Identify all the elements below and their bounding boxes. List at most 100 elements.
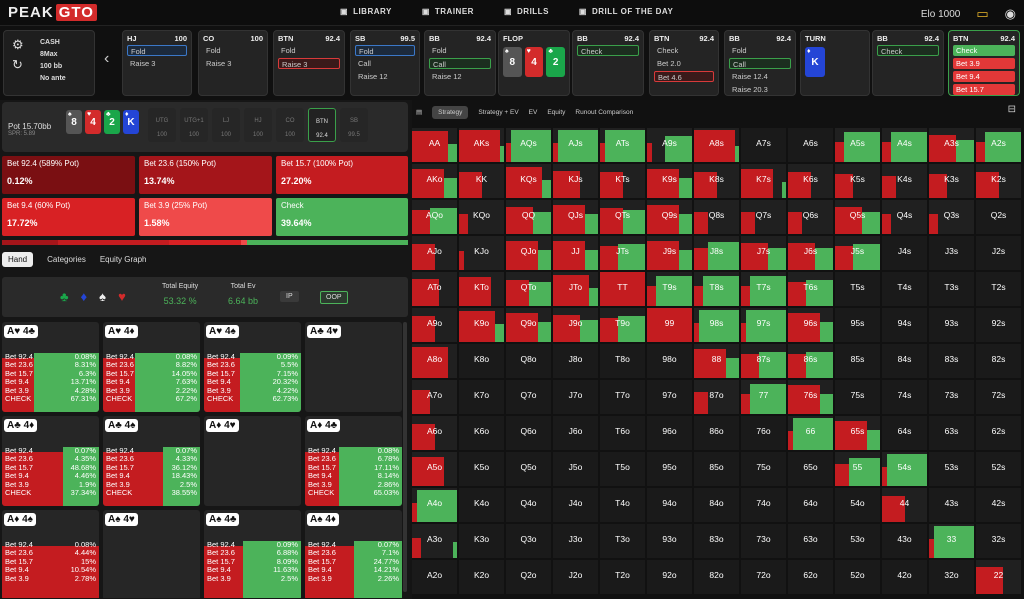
- suit-filter-icon[interactable]: ♥: [118, 289, 126, 304]
- action-cell-btn[interactable]: BTN 92.4 Check Bet 3.9 Bet 9.4 Bet 15.7: [948, 30, 1020, 96]
- action-option[interactable]: Check: [953, 45, 1015, 56]
- matrix-cell[interactable]: J2o: [553, 560, 598, 594]
- matrix-cell[interactable]: T4s: [882, 272, 927, 306]
- matrix-cell[interactable]: 93o: [647, 524, 692, 558]
- refresh-icon[interactable]: ↻: [12, 57, 23, 72]
- matrix-cell[interactable]: T6o: [600, 416, 645, 450]
- matrix-cell[interactable]: J8s: [694, 236, 739, 270]
- action-option[interactable]: Check: [877, 45, 939, 56]
- matrix-cell[interactable]: 75o: [741, 452, 786, 486]
- matrix-cell[interactable]: 82s: [976, 344, 1021, 378]
- hand-combo[interactable]: A♠ 4♥: [103, 510, 200, 598]
- matrix-cell[interactable]: 97s: [741, 308, 786, 342]
- matrix-cell[interactable]: Q5o: [506, 452, 551, 486]
- bet-option[interactable]: Bet 9.4 (60% Pot) 17.72%: [2, 198, 135, 236]
- matrix-cell[interactable]: AQo: [412, 200, 457, 234]
- matrix-cell[interactable]: 54s: [882, 452, 927, 486]
- matrix-cell[interactable]: 43o: [882, 524, 927, 558]
- suit-filter-icon[interactable]: ♠: [99, 289, 107, 304]
- matrix-cell[interactable]: Q6o: [506, 416, 551, 450]
- matrix-cell[interactable]: K2s: [976, 164, 1021, 198]
- seat-hj[interactable]: HJ 100: [244, 108, 272, 142]
- matrix-cell[interactable]: J9s: [647, 236, 692, 270]
- chat-icon[interactable]: ▭: [976, 6, 989, 21]
- bet-option[interactable]: Bet 92.4 (589% Pot) 0.12%: [2, 156, 135, 194]
- matrix-cell[interactable]: A9s: [647, 128, 692, 162]
- nav-item[interactable]: ▣ LIBRARY: [340, 7, 392, 16]
- matrix-cell[interactable]: 95o: [647, 452, 692, 486]
- matrix-cell[interactable]: K9o: [459, 308, 504, 342]
- matrix-cell[interactable]: T8o: [600, 344, 645, 378]
- action-option[interactable]: Fold: [732, 46, 747, 55]
- action-cell-sb[interactable]: SB 99.5 Fold Call Raise 12: [350, 30, 420, 96]
- matrix-cell[interactable]: K6s: [788, 164, 833, 198]
- matrix-cell[interactable]: 42s: [976, 488, 1021, 522]
- matrix-cell[interactable]: Q7o: [506, 380, 551, 414]
- matrix-cell[interactable]: 42o: [882, 560, 927, 594]
- matrix-cell[interactable]: 87o: [694, 380, 739, 414]
- matrix-cell[interactable]: K3s: [929, 164, 974, 198]
- seat-lj[interactable]: LJ 100: [212, 108, 240, 142]
- matrix-cell[interactable]: AKs: [459, 128, 504, 162]
- matrix-cell[interactable]: A2s: [976, 128, 1021, 162]
- matrix-cell[interactable]: 33: [929, 524, 974, 558]
- bet-option[interactable]: Bet 3.9 (25% Pot) 1.58%: [139, 198, 272, 236]
- matrix-cell[interactable]: A7o: [412, 380, 457, 414]
- matrix-cell[interactable]: J3o: [553, 524, 598, 558]
- matrix-cell[interactable]: A9o: [412, 308, 457, 342]
- tab-ev[interactable]: EV: [528, 108, 538, 116]
- matrix-cell[interactable]: KQs: [506, 164, 551, 198]
- action-option[interactable]: Raise 12: [358, 72, 388, 81]
- matrix-cell[interactable]: 73o: [741, 524, 786, 558]
- matrix-cell[interactable]: 44: [882, 488, 927, 522]
- action-cell-co[interactable]: CO 100 Fold Raise 3: [198, 30, 268, 96]
- bet-option[interactable]: Bet 23.6 (150% Pot) 13.74%: [139, 156, 272, 194]
- matrix-cell[interactable]: 43s: [929, 488, 974, 522]
- matrix-cell[interactable]: 92s: [976, 308, 1021, 342]
- action-option[interactable]: Raise 20.3: [732, 85, 768, 94]
- matrix-cell[interactable]: 87s: [741, 344, 786, 378]
- matrix-cell[interactable]: K2o: [459, 560, 504, 594]
- matrix-cell[interactable]: QQ: [506, 200, 551, 234]
- matrix-cell[interactable]: AA: [412, 128, 457, 162]
- hand-combo[interactable]: A♣ 4♦ Bet 92.4 0.07% Bet 23.6 4.35% Bet 15.7 4…: [2, 416, 99, 506]
- matrix-cell[interactable]: 84s: [882, 344, 927, 378]
- action-option[interactable]: Bet 3.9: [953, 58, 1015, 69]
- action-option[interactable]: Bet 4.6: [654, 71, 714, 82]
- matrix-cell[interactable]: Q2o: [506, 560, 551, 594]
- action-option[interactable]: Raise 3: [278, 58, 340, 69]
- matrix-cell[interactable]: 99: [647, 308, 692, 342]
- tab-categories[interactable]: Categories: [47, 255, 86, 264]
- matrix-cell[interactable]: Q3s: [929, 200, 974, 234]
- matrix-cell[interactable]: J6o: [553, 416, 598, 450]
- matrix-cell[interactable]: AJs: [553, 128, 598, 162]
- matrix-cell[interactable]: 77: [741, 380, 786, 414]
- matrix-cell[interactable]: J2s: [976, 236, 1021, 270]
- action-option[interactable]: Fold: [127, 45, 187, 56]
- matrix-cell[interactable]: T6s: [788, 272, 833, 306]
- matrix-cell[interactable]: 85s: [835, 344, 880, 378]
- matrix-cell[interactable]: 64s: [882, 416, 927, 450]
- bet-option[interactable]: Check 39.64%: [276, 198, 408, 236]
- matrix-cell[interactable]: TT: [600, 272, 645, 306]
- matrix-cell[interactable]: T9o: [600, 308, 645, 342]
- matrix-cell[interactable]: 98o: [647, 344, 692, 378]
- matrix-cell[interactable]: A8o: [412, 344, 457, 378]
- matrix-cell[interactable]: A3o: [412, 524, 457, 558]
- matrix-cell[interactable]: 86s: [788, 344, 833, 378]
- matrix-cell[interactable]: T7s: [741, 272, 786, 306]
- matrix-cell[interactable]: QTo: [506, 272, 551, 306]
- matrix-cell[interactable]: 98s: [694, 308, 739, 342]
- hand-combo[interactable]: A♥ 4♦ Bet 92.4 0.08% Bet 23.6 8.82% Bet 15.7 1…: [103, 322, 200, 412]
- matrix-cell[interactable]: KTs: [600, 164, 645, 198]
- matrix-cell[interactable]: J8o: [553, 344, 598, 378]
- action-option[interactable]: Raise 12.4: [732, 72, 768, 81]
- hand-combo[interactable]: A♦ 4♣ Bet 92.4 0.08% Bet 23.6 6.78% Bet 15.7 1…: [305, 416, 402, 506]
- action-cell-btn[interactable]: BTN 92.4 Check Bet 2.0 Bet 4.6: [649, 30, 719, 96]
- tab-hand[interactable]: Hand: [2, 252, 34, 267]
- matrix-cell[interactable]: K7s: [741, 164, 786, 198]
- matrix-cell[interactable]: 85o: [694, 452, 739, 486]
- seat-utg+1[interactable]: UTG+1 100: [180, 108, 208, 142]
- action-cell-bb[interactable]: BB 92.4 Fold Call Raise 12: [424, 30, 496, 96]
- matrix-cell[interactable]: JTo: [553, 272, 598, 306]
